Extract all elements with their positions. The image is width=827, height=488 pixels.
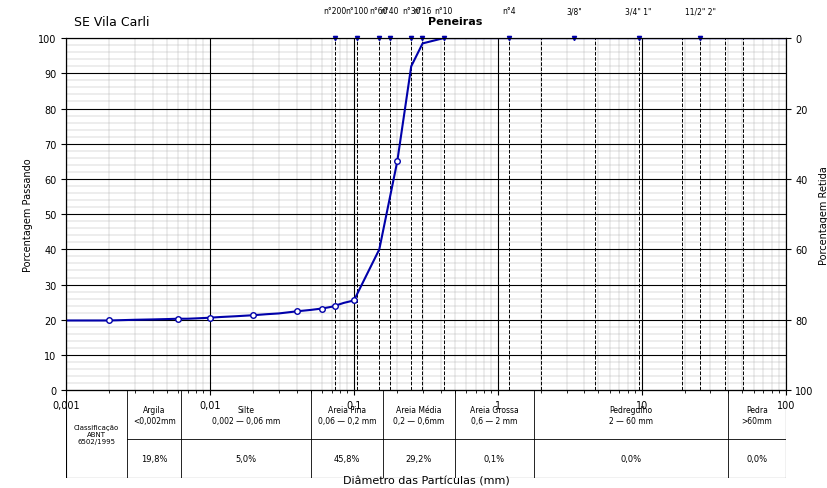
Text: 11/2" 2": 11/2" 2" bbox=[685, 7, 715, 16]
Y-axis label: Porcentagem Passando: Porcentagem Passando bbox=[22, 158, 32, 271]
Text: Peneiras: Peneiras bbox=[428, 17, 482, 27]
Text: 3/8": 3/8" bbox=[566, 7, 582, 16]
Text: n°4: n°4 bbox=[502, 7, 515, 16]
Text: Argila
<0,002mm: Argila <0,002mm bbox=[133, 406, 175, 425]
Text: n°10: n°10 bbox=[434, 7, 453, 16]
Text: 45,8%: 45,8% bbox=[333, 454, 360, 464]
Text: 0,0%: 0,0% bbox=[620, 454, 642, 464]
Text: Diâmetro das Partículas (mm): Diâmetro das Partículas (mm) bbox=[342, 476, 509, 486]
Text: Classificação
ABNT
6502/1995: Classificação ABNT 6502/1995 bbox=[74, 425, 119, 444]
Text: Pedregulho
2 — 60 mm: Pedregulho 2 — 60 mm bbox=[609, 406, 653, 425]
Text: 19,8%: 19,8% bbox=[141, 454, 168, 464]
Text: Areia Grossa
0,6 — 2 mm: Areia Grossa 0,6 — 2 mm bbox=[470, 406, 519, 425]
Text: n°16: n°16 bbox=[413, 7, 431, 16]
Text: 29,2%: 29,2% bbox=[405, 454, 432, 464]
Text: n°30: n°30 bbox=[402, 7, 420, 16]
Text: n°60: n°60 bbox=[370, 7, 388, 16]
Text: Silte
0,002 — 0,06 mm: Silte 0,002 — 0,06 mm bbox=[212, 406, 280, 425]
Y-axis label: Porcentagem Retida: Porcentagem Retida bbox=[820, 165, 827, 264]
Text: Pedra
>60mm: Pedra >60mm bbox=[742, 406, 772, 425]
Text: 5,0%: 5,0% bbox=[236, 454, 256, 464]
Text: Areia Média
0,2 — 0,6mm: Areia Média 0,2 — 0,6mm bbox=[393, 406, 444, 425]
Text: 0,0%: 0,0% bbox=[746, 454, 767, 464]
Text: 0,1%: 0,1% bbox=[484, 454, 504, 464]
Text: n°100: n°100 bbox=[346, 7, 369, 16]
Text: Areia Fina
0,06 — 0,2 mm: Areia Fina 0,06 — 0,2 mm bbox=[318, 406, 376, 425]
Text: n°40: n°40 bbox=[380, 7, 399, 16]
Text: SE Vila Carli: SE Vila Carli bbox=[74, 16, 150, 29]
Text: n°200: n°200 bbox=[323, 7, 347, 16]
Text: 3/4" 1": 3/4" 1" bbox=[625, 7, 652, 16]
